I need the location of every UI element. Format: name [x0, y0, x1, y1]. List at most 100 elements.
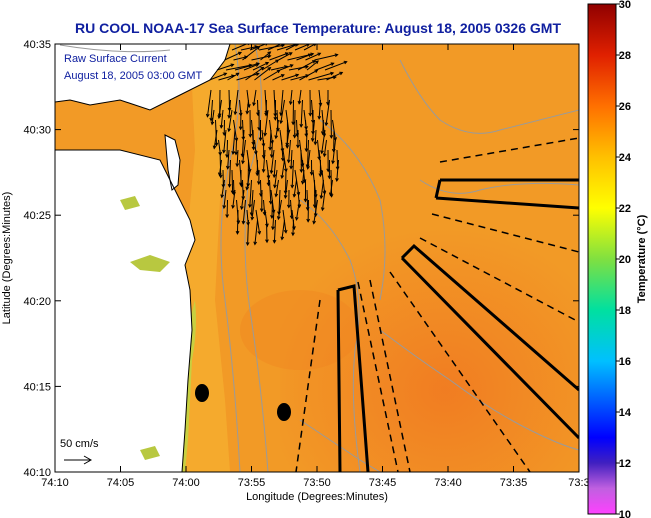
current-vector-head — [235, 163, 240, 168]
current-vector — [220, 109, 224, 128]
current-vector — [213, 129, 218, 149]
scale-arrowhead — [83, 455, 93, 465]
current-vector-head — [217, 115, 222, 120]
current-vector-head — [291, 232, 295, 237]
current-vector — [330, 169, 333, 197]
current-vector-head — [263, 132, 268, 137]
colorbar-tick-label: 24 — [619, 152, 632, 164]
transect-east — [434, 178, 579, 210]
current-vector — [272, 209, 275, 230]
current-vector — [228, 159, 231, 187]
current-vector — [286, 129, 290, 146]
map-title: RU COOL NOAA-17 Sea Surface Temperature:… — [75, 20, 561, 36]
current-vector — [291, 159, 294, 188]
current-vector — [251, 55, 271, 61]
bay-shoal — [130, 255, 170, 272]
current-vector — [242, 139, 246, 164]
current-vector-head — [320, 150, 324, 155]
map-plot-area — [55, 44, 579, 472]
current-vector-head — [291, 121, 296, 126]
current-vector-head — [241, 220, 246, 225]
current-vector — [263, 199, 266, 215]
current-vector-head — [339, 71, 344, 76]
current-vector — [306, 139, 309, 168]
colorbar — [587, 3, 617, 515]
x-tick-label: 74:10 — [41, 477, 69, 489]
current-vector-head — [330, 62, 335, 66]
current-vector — [226, 139, 228, 158]
current-vector-head — [327, 175, 332, 180]
y-axis-ticks: 40:35 40:30 40:25 40:20 40:15 40:10 — [23, 39, 579, 479]
current-vector — [218, 99, 222, 119]
current-vector-head — [314, 44, 317, 47]
current-vector-head — [292, 193, 297, 198]
current-vector-head — [230, 63, 235, 68]
current-vector-head — [258, 137, 263, 142]
current-vector — [262, 149, 266, 172]
current-vector-head — [295, 73, 300, 78]
y-tick-label: 40:10 — [23, 467, 51, 479]
current-vector-head — [257, 230, 262, 235]
current-vector — [241, 189, 245, 210]
x-tick-label: 73:55 — [238, 477, 266, 489]
current-vector-head — [220, 194, 225, 199]
current-vector — [211, 109, 215, 125]
current-vector-head — [284, 52, 289, 56]
current-vector — [292, 219, 294, 236]
annotation-line1: Raw Surface Current — [64, 53, 167, 65]
current-vector-head — [274, 193, 279, 198]
y-tick-label: 40:25 — [23, 210, 51, 222]
current-vector-head — [310, 137, 315, 142]
y-tick-label: 40:15 — [23, 381, 51, 393]
current-vector — [221, 179, 225, 198]
land-north — [55, 44, 230, 110]
current-vector — [290, 149, 293, 169]
current-vector — [274, 169, 278, 188]
transect-southeast — [400, 243, 579, 440]
current-vector-head — [267, 51, 272, 55]
current-vector — [271, 199, 273, 218]
current-vector — [284, 179, 288, 198]
x-axis-label: Longitude (Degrees:Minutes) — [246, 491, 388, 503]
surface-current-vectors — [205, 44, 348, 247]
current-vector-head — [267, 67, 272, 71]
current-vector — [308, 72, 334, 81]
current-vector — [206, 89, 212, 117]
current-vector-head — [253, 241, 258, 246]
current-vector-head — [324, 122, 329, 127]
current-vector — [290, 89, 293, 105]
x-tick-label: 73:40 — [434, 477, 462, 489]
current-vector-head — [268, 200, 273, 205]
current-vector-head — [238, 126, 243, 131]
current-vector — [269, 129, 272, 150]
current-vector — [332, 139, 336, 164]
current-vector — [296, 53, 312, 61]
current-vector — [258, 44, 285, 51]
current-vector — [228, 109, 233, 132]
current-vector-head — [217, 172, 222, 177]
current-vector-head — [288, 101, 293, 106]
current-vector — [254, 67, 271, 81]
current-vector-head — [314, 69, 319, 73]
current-vector-head — [235, 72, 240, 77]
colorbar-tick-label: 28 — [619, 50, 631, 62]
current-vector — [231, 169, 234, 194]
colorbar-tick-label: 20 — [619, 254, 631, 266]
annotation-line2: August 18, 2005 03:00 GMT — [64, 70, 202, 82]
current-vector-head — [225, 154, 229, 159]
current-vector — [223, 129, 227, 153]
current-vector-head — [273, 184, 277, 189]
current-vector-head — [312, 60, 316, 64]
current-vector — [269, 52, 289, 61]
current-vector — [317, 139, 320, 160]
x-tick-label: 73:45 — [369, 477, 397, 489]
current-vector-head — [315, 60, 319, 65]
current-vector-head — [309, 171, 314, 176]
current-vector-head — [235, 230, 240, 235]
warm-patch — [240, 290, 360, 370]
current-vector — [302, 169, 305, 184]
current-vector-head — [272, 239, 277, 244]
current-vector-head — [297, 100, 302, 105]
current-vector — [266, 219, 268, 243]
current-vector-head — [317, 115, 322, 120]
